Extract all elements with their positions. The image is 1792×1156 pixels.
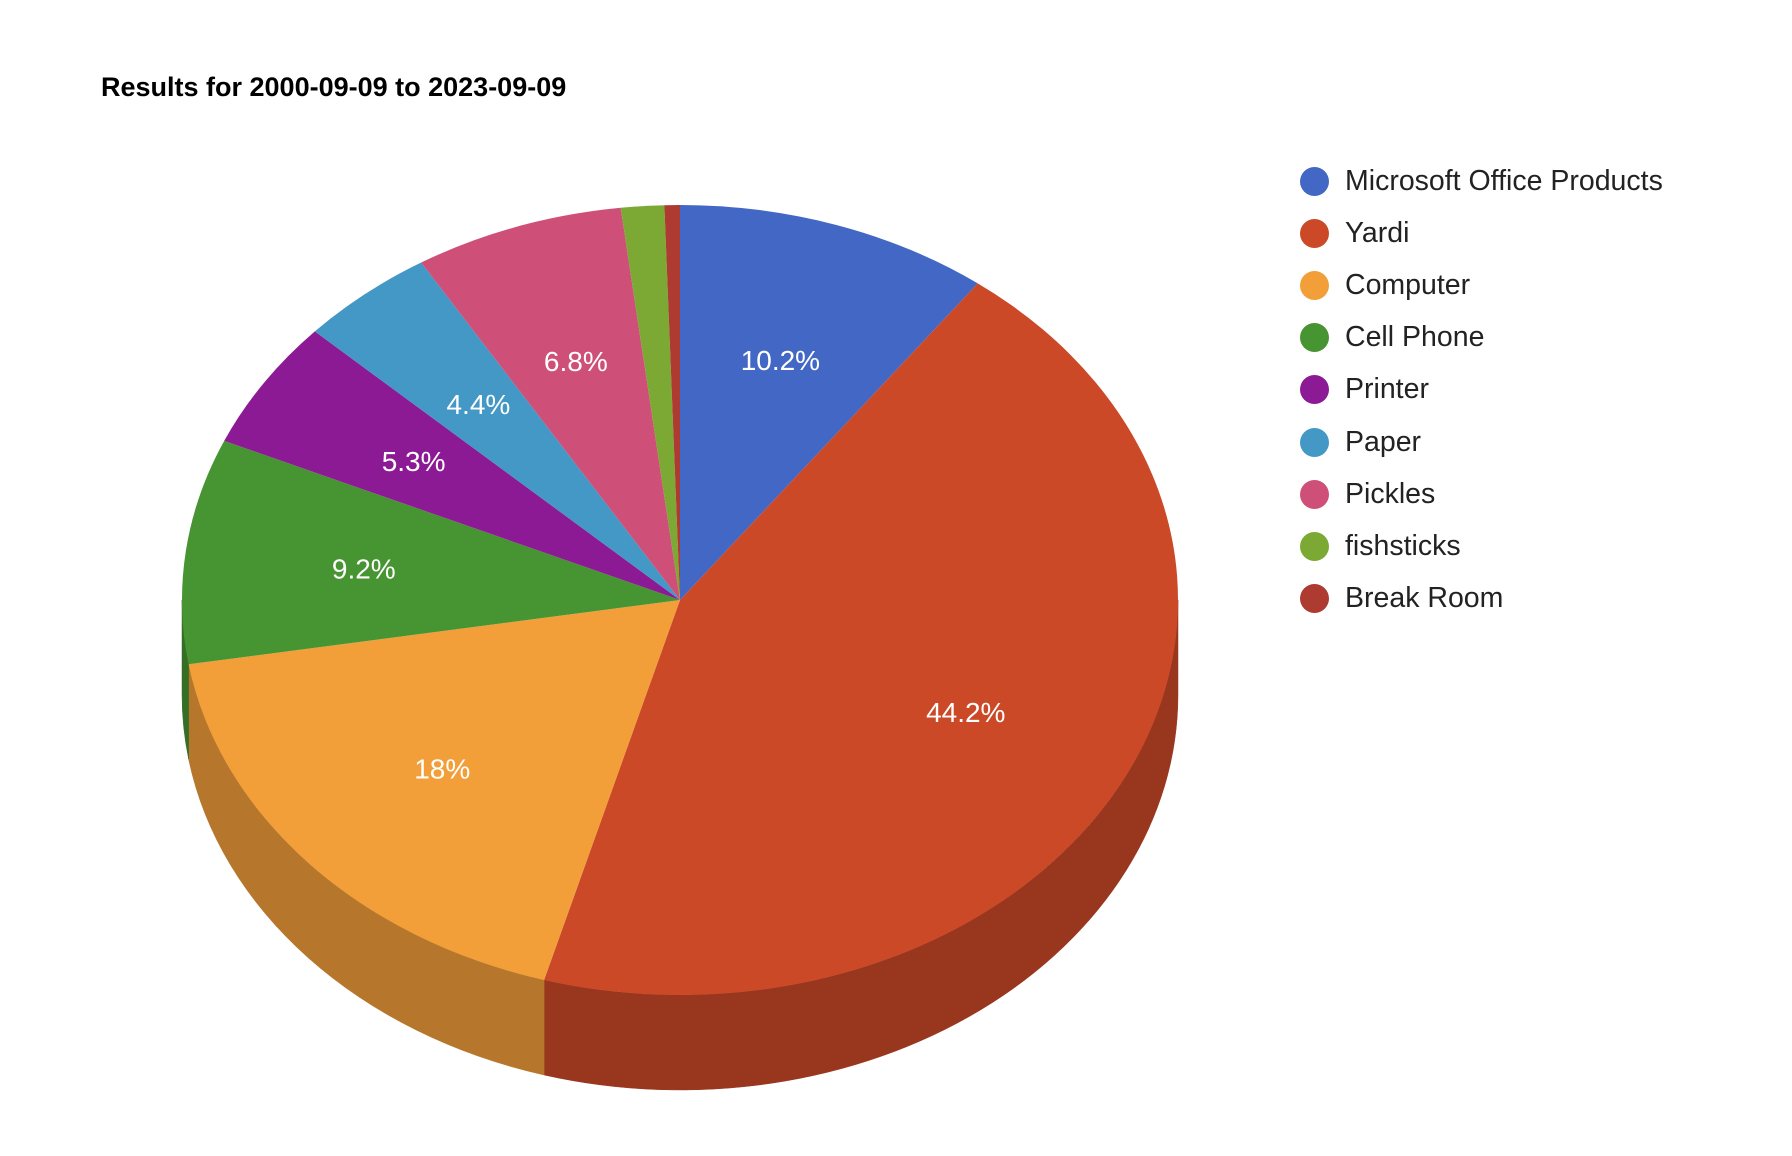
legend-item-computer[interactable]: Computer: [1300, 259, 1663, 311]
legend-label-paper: Paper: [1345, 425, 1422, 458]
pie-slice-computer[interactable]: [188, 600, 680, 981]
pie-slice-printer[interactable]: [224, 331, 680, 600]
pie-top: [181, 205, 1178, 995]
pie-slice-paper[interactable]: [314, 262, 680, 600]
legend-item-pickles[interactable]: Pickles: [1300, 468, 1663, 520]
pie-slice-microsoft-office-products[interactable]: [680, 205, 978, 600]
legend: Microsoft Office Products Yardi Computer Ce…: [1300, 155, 1663, 625]
pie-slice-fishsticks[interactable]: [620, 205, 680, 600]
slice-label-printer: 5.3%: [382, 446, 446, 477]
legend-item-yardi[interactable]: Yardi: [1300, 207, 1663, 259]
legend-label-computer: Computer: [1345, 268, 1471, 301]
legend-item-microsoft-office-products[interactable]: Microsoft Office Products: [1300, 155, 1663, 207]
pie-slice-yardi[interactable]: [544, 283, 1178, 995]
slice-label-pickles: 6.8%: [544, 346, 608, 377]
slice-label-computer: 18%: [414, 753, 470, 784]
legend-item-printer[interactable]: Printer: [1300, 364, 1663, 416]
slice-label-microsoft-office-products: 10.2%: [741, 345, 820, 376]
legend-swatch-yardi: [1300, 218, 1329, 248]
legend-label-fishsticks: fishsticks: [1345, 529, 1461, 562]
legend-label-break-room: Break Room: [1345, 582, 1504, 615]
legend-swatch-printer: [1300, 375, 1329, 405]
legend-label-printer: Printer: [1345, 373, 1429, 406]
legend-item-fishsticks[interactable]: fishsticks: [1300, 520, 1663, 572]
pie-slice-pickles[interactable]: [421, 207, 680, 600]
legend-item-break-room[interactable]: Break Room: [1300, 573, 1663, 625]
pie-slice-cell-phone[interactable]: [181, 440, 680, 665]
legend-swatch-break-room: [1300, 584, 1329, 614]
legend-label-yardi: Yardi: [1345, 216, 1410, 249]
legend-swatch-paper: [1300, 427, 1329, 457]
legend-swatch-fishsticks: [1300, 531, 1329, 561]
pie-slice-break-room[interactable]: [664, 205, 680, 600]
slice-label-paper: 4.4%: [446, 389, 510, 420]
legend-item-paper[interactable]: Paper: [1300, 416, 1663, 468]
slice-label-yardi: 44.2%: [926, 697, 1005, 728]
legend-label-pickles: Pickles: [1345, 477, 1436, 510]
legend-swatch-pickles: [1300, 479, 1329, 509]
chart-title: Results for 2000-09-09 to 2023-09-09: [101, 72, 567, 102]
slice-label-cell-phone: 9.2%: [332, 553, 396, 584]
pie-sides: [181, 599, 1179, 1091]
pie-labels: 10.2% 44.2% 18% 9.2% 5.3%4.4% 6.8%: [332, 345, 1006, 784]
legend-label-microsoft-office-products: Microsoft Office Products: [1345, 164, 1663, 197]
legend-item-cell-phone[interactable]: Cell Phone: [1300, 312, 1663, 364]
legend-label-cell-phone: Cell Phone: [1345, 321, 1485, 354]
legend-swatch-computer: [1300, 270, 1329, 300]
legend-swatch-microsoft-office-products: [1300, 166, 1329, 196]
legend-swatch-cell-phone: [1300, 323, 1329, 353]
